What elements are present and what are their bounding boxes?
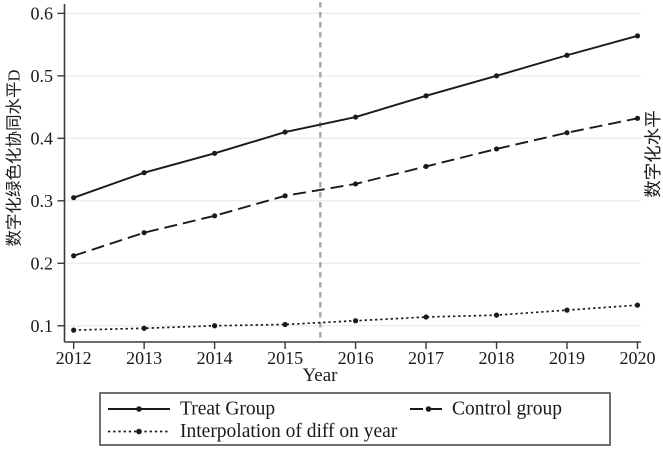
data-point-marker (212, 323, 218, 329)
data-point-marker (634, 33, 641, 39)
data-point-marker (564, 52, 570, 58)
data-point-marker (141, 170, 147, 176)
data-point-marker (141, 325, 147, 331)
y-axis-title-left: 数字化绿色化协同水平D (5, 69, 24, 246)
x-tick-label: 2012 (56, 348, 92, 368)
y-tick-label: 0.3 (31, 191, 54, 211)
data-point-marker (564, 130, 570, 136)
data-point-marker (423, 93, 429, 99)
y-tick-label: 0.5 (31, 66, 54, 86)
data-point-marker (141, 230, 147, 236)
legend-box (99, 392, 611, 446)
legend-sample-marker (136, 428, 142, 435)
legend: Treat Group Control group Interpolation of… (99, 392, 611, 446)
data-point-marker (423, 163, 429, 170)
data-point-marker (423, 314, 429, 320)
y-tick-label: 0.2 (31, 253, 54, 273)
y-tick-label: 0.6 (31, 3, 54, 23)
legend-sample-marker (425, 406, 432, 412)
data-point-marker (212, 150, 218, 156)
data-point-marker (212, 213, 218, 219)
y-tick-label: 0.1 (31, 316, 54, 336)
data-point-marker (352, 318, 359, 324)
data-point-marker (634, 115, 641, 121)
data-point-marker (352, 181, 359, 187)
data-point-marker (493, 73, 500, 79)
x-tick-label: 2014 (197, 348, 233, 368)
x-tick-label: 2019 (549, 348, 585, 368)
legend-entry-control-group: Control group (410, 399, 562, 420)
x-tick-label: 2020 (619, 348, 655, 368)
y-gridlines (64, 12, 641, 327)
data-point-marker (71, 253, 77, 259)
series-interpolation-of-diff-on-year (71, 302, 641, 333)
axes: 0.1 0.2 0.3 0.4 0.5 0.6 2012 2013 2014 2015 2016 20… (31, 3, 656, 368)
data-point-marker (634, 302, 641, 308)
data-point-marker (282, 129, 288, 135)
y-tick-label: 0.4 (31, 128, 54, 148)
x-tick-label: 2018 (479, 348, 515, 368)
data-point-marker (493, 146, 500, 152)
legend-label: Treat Group (180, 399, 275, 420)
y-axis-title-right: 数字化水平 (643, 110, 663, 198)
legend-entry-interpolation-of-diff-on-year: Interpolation of diff on year (108, 421, 398, 442)
data-point-marker (493, 312, 500, 318)
series-treat-group (71, 33, 641, 201)
legend-label: Control group (452, 399, 562, 420)
data-point-marker (564, 307, 570, 313)
legend-label: Interpolation of diff on year (180, 421, 398, 442)
x-tick-label: 2016 (338, 348, 374, 368)
x-tick-label: 2013 (126, 348, 162, 368)
series-control-group (71, 115, 641, 259)
x-tick-label: 2017 (408, 348, 444, 368)
x-tick-label: 2015 (267, 348, 303, 368)
data-point-marker (282, 321, 288, 328)
legend-sample-marker (136, 406, 142, 412)
legend-entry-treat-group: Treat Group (108, 399, 275, 420)
data-point-marker (282, 193, 288, 199)
x-axis-title: Year (302, 365, 338, 386)
data-point-marker (71, 195, 77, 201)
data-point-marker (352, 114, 359, 120)
data-point-marker (71, 327, 77, 333)
